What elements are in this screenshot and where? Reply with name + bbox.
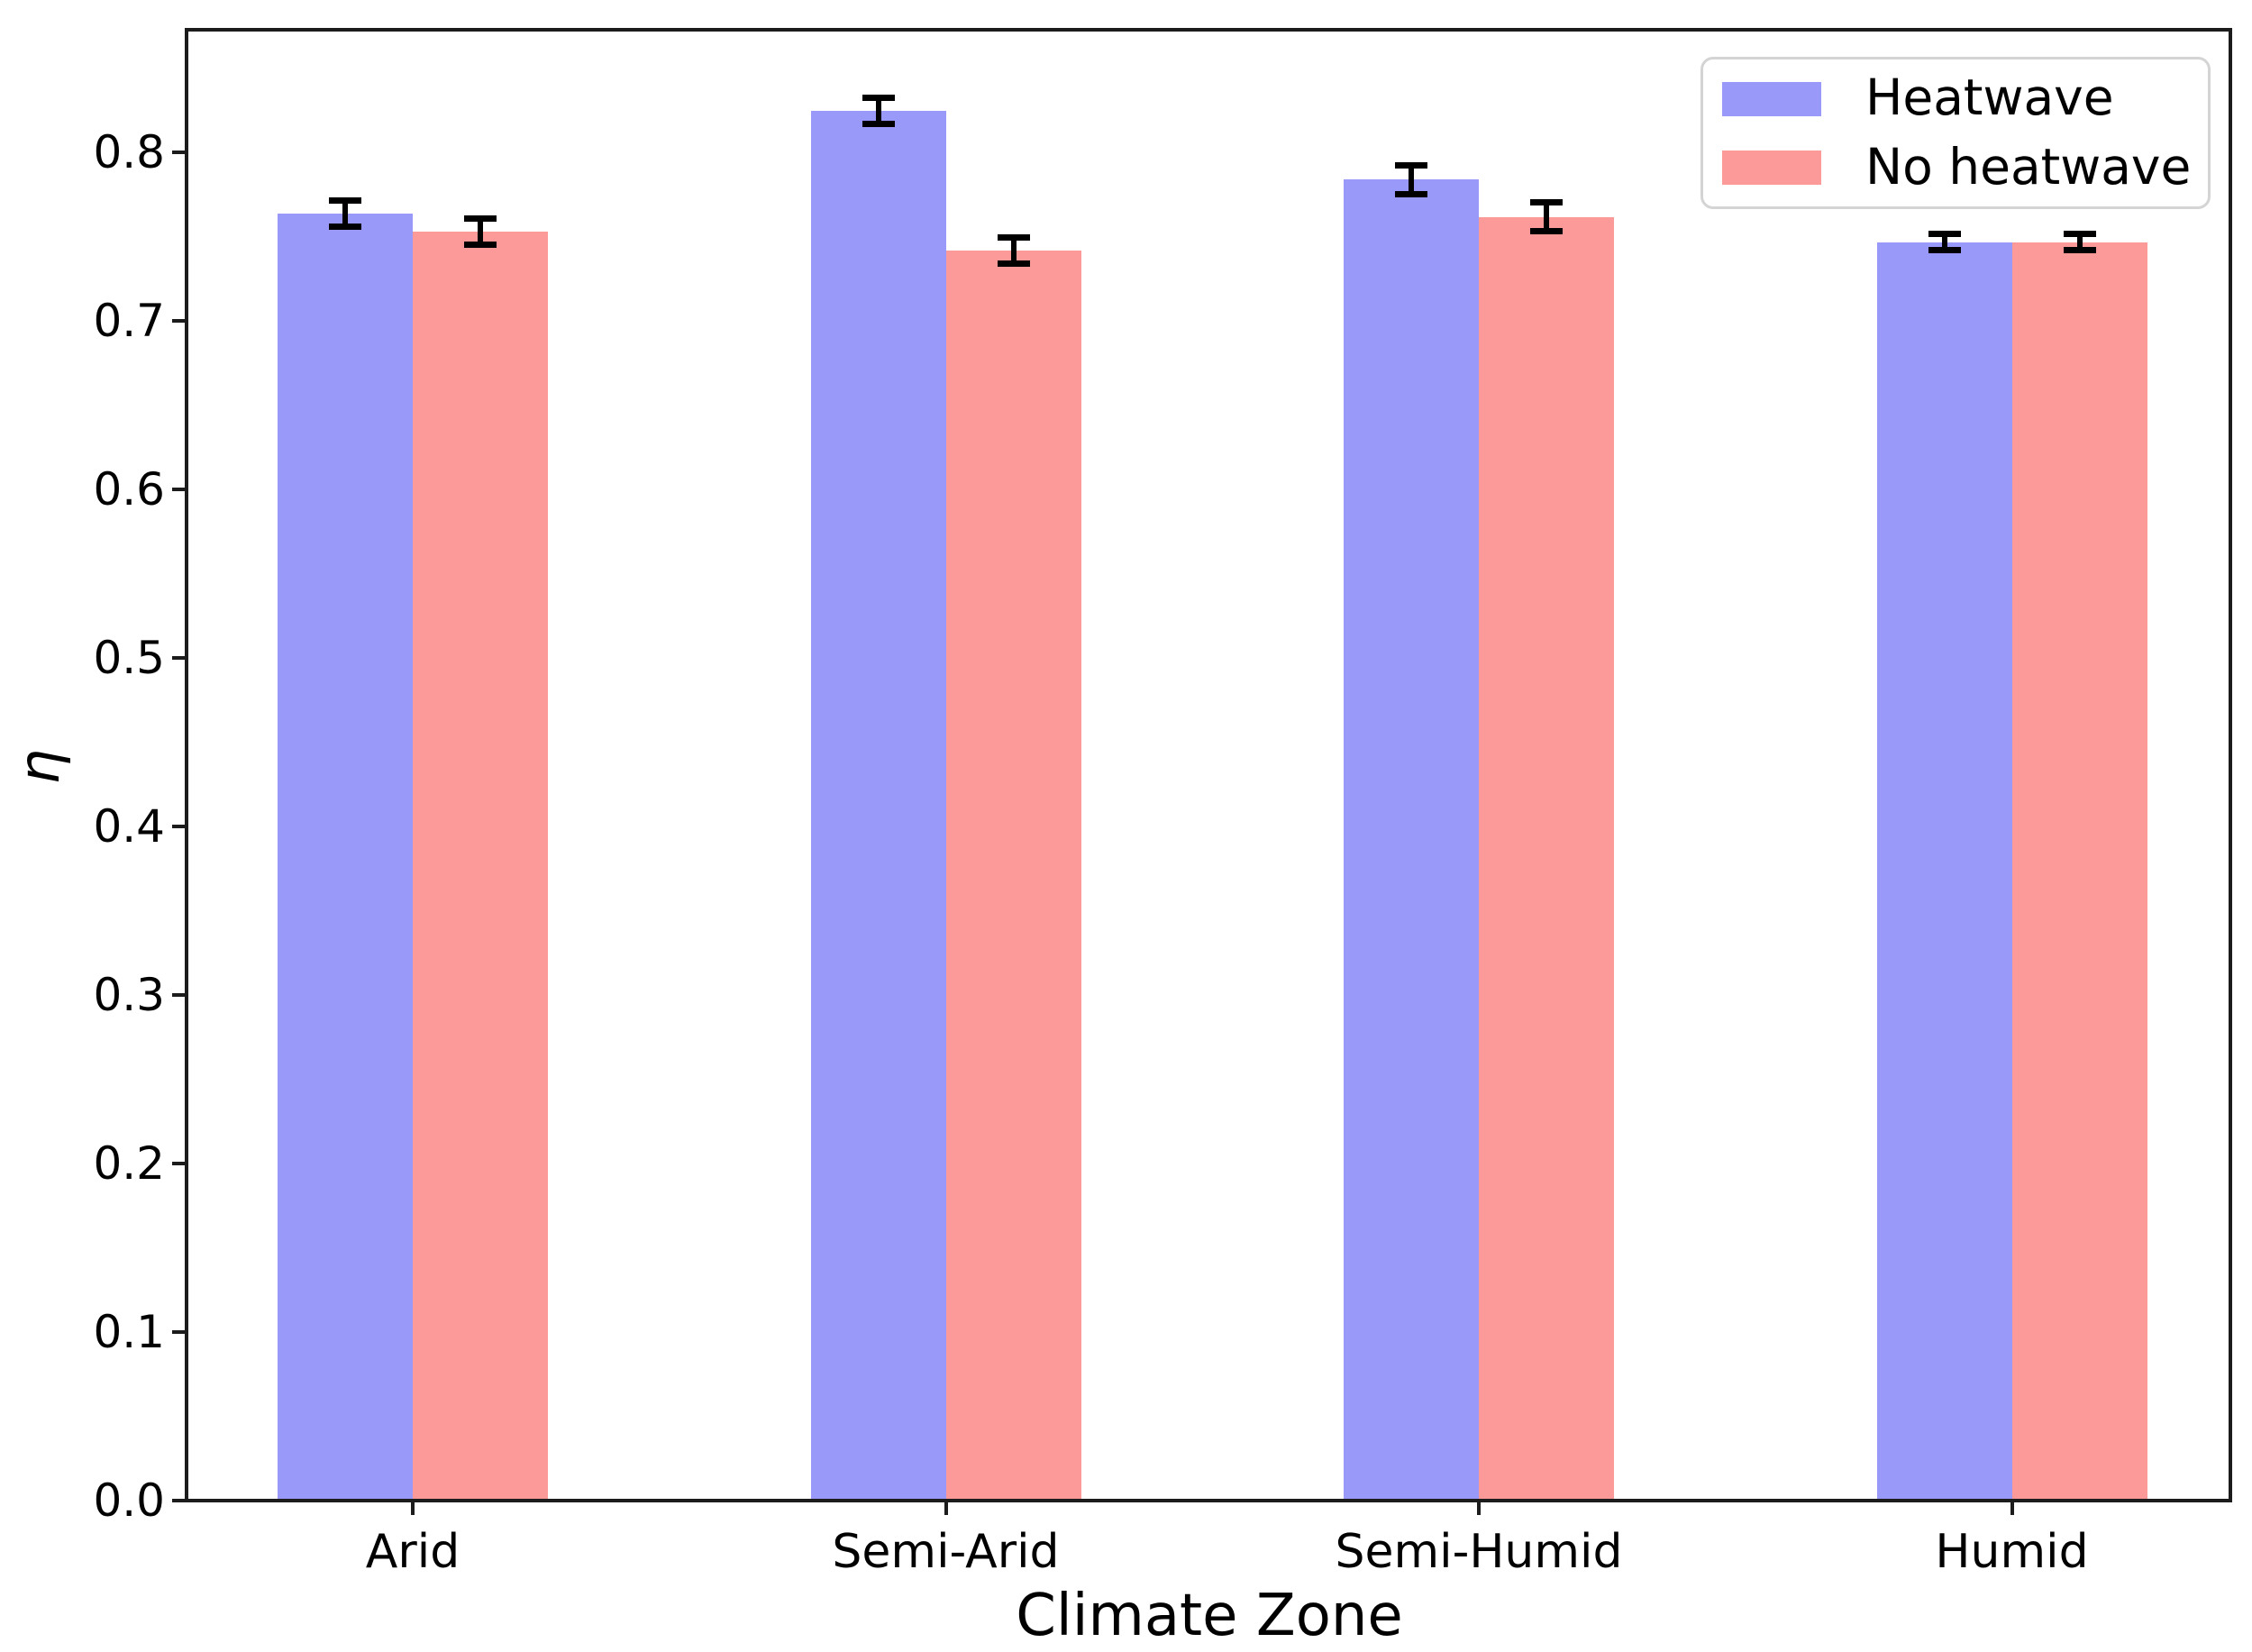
error-bar-line-no-heatwave-semi-arid [1010,236,1017,264]
error-bar-cap-top-no-heatwave-arid [464,215,497,223]
legend-swatch-no-heatwave [1722,151,1821,185]
error-bar-cap-top-heatwave-semi-humid [1395,161,1427,169]
x-axis-label: Climate Zone [1016,1583,1403,1649]
error-bar-line-no-heatwave-humid [2076,233,2083,251]
error-bar-cap-bottom-no-heatwave-arid [464,242,497,249]
error-bar-line-no-heatwave-arid [478,218,483,246]
error-bar-cap-top-no-heatwave-semi-humid [1530,198,1563,205]
y-tick-mark [172,1330,187,1335]
error-bar-cap-top-heatwave-arid [329,196,361,204]
bar-no-heatwave-semi-humid [1479,216,1614,1501]
y-tick-mark [172,1162,187,1166]
error-bar-cap-bottom-heatwave-humid [1928,246,1961,253]
x-tick-mark [411,1501,415,1515]
y-tick-label: 0.7 [93,295,165,348]
x-tick-mark [2010,1501,2014,1515]
y-tick-label: 0.6 [93,463,165,516]
error-bar-line-heatwave-humid [1941,233,1947,251]
legend-label-heatwave: Heatwave [1865,68,2114,126]
y-tick-label: 0.5 [93,632,165,685]
bar-heatwave-arid [278,213,413,1501]
error-bar-line-heatwave-arid [342,199,348,227]
y-tick-mark [172,656,187,661]
y-tick-mark [172,993,187,998]
error-bar-cap-top-heatwave-humid [1928,231,1961,238]
error-bar-line-heatwave-semi-arid [875,96,881,124]
y-tick-label: 0.8 [93,126,165,179]
y-tick-mark [172,488,187,492]
error-bar-cap-bottom-heatwave-semi-humid [1395,191,1427,198]
y-tick-label: 0.2 [93,1137,165,1191]
error-bar-cap-bottom-heatwave-arid [329,223,361,230]
legend: Heatwave No heatwave [1700,57,2211,209]
x-tick-label-semi-humid: Semi-Humid [1335,1525,1623,1579]
y-tick-mark [172,319,187,324]
legend-swatch-heatwave [1722,82,1821,116]
x-tick-label-arid: Arid [365,1525,460,1579]
y-tick-mark [172,151,187,155]
bar-heatwave-humid [1876,242,2012,1501]
bar-no-heatwave-humid [2011,242,2147,1501]
error-bar-cap-bottom-heatwave-semi-arid [862,120,895,127]
x-tick-label-humid: Humid [1935,1525,2089,1579]
y-tick-label: 0.4 [93,800,165,853]
y-axis-label: η [6,749,72,785]
y-tick-label: 0.3 [93,969,165,1022]
bar-heatwave-semi-humid [1344,179,1479,1501]
legend-label-no-heatwave: No heatwave [1865,138,2192,196]
y-tick-label: 0.1 [93,1306,165,1359]
error-bar-cap-bottom-no-heatwave-humid [2063,246,2096,253]
error-bar-cap-bottom-no-heatwave-semi-humid [1530,228,1563,235]
error-bar-cap-top-no-heatwave-humid [2063,231,2096,238]
error-bar-cap-bottom-no-heatwave-semi-arid [997,260,1030,267]
x-tick-mark [1477,1501,1481,1515]
error-bar-cap-top-heatwave-semi-arid [862,94,895,101]
y-tick-label: 0.0 [93,1474,165,1527]
error-bar-line-no-heatwave-semi-humid [1544,201,1549,233]
y-tick-mark [172,1499,187,1502]
x-tick-label-semi-arid: Semi-Arid [832,1525,1060,1579]
bar-no-heatwave-arid [413,232,548,1501]
y-tick-mark [172,825,187,829]
error-bar-line-heatwave-semi-humid [1409,164,1414,196]
bar-heatwave-semi-arid [810,110,946,1501]
x-tick-mark [944,1501,948,1515]
error-bar-cap-top-no-heatwave-semi-arid [997,233,1030,241]
bar-no-heatwave-semi-arid [945,250,1081,1501]
